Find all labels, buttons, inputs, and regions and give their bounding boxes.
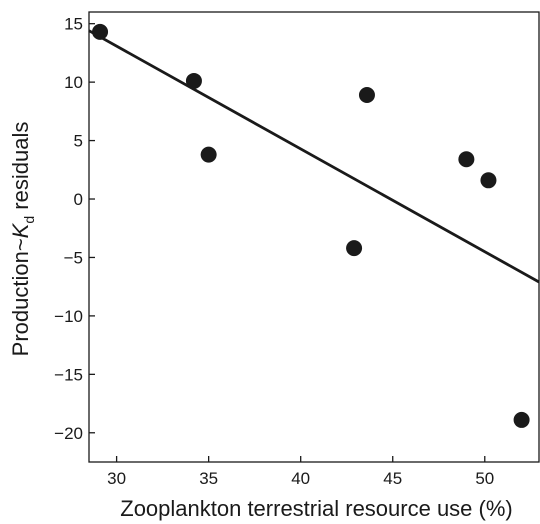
x-tick-label: 50 <box>475 469 494 488</box>
y-tick-label: 15 <box>64 15 83 34</box>
y-tick-label: −15 <box>54 365 83 384</box>
data-point <box>480 172 497 189</box>
data-point <box>513 411 530 428</box>
y-tick-label: −10 <box>54 307 83 326</box>
y-tick-label: 5 <box>74 132 83 151</box>
data-point <box>358 86 375 103</box>
y-tick-label: 10 <box>64 73 83 92</box>
x-tick-label: 40 <box>291 469 310 488</box>
x-axis-title: Zooplankton terrestrial resource use (%) <box>120 496 513 521</box>
data-point <box>185 72 202 89</box>
y-axis-title: Production~Kd residuals <box>8 122 37 357</box>
x-tick-label: 45 <box>383 469 402 488</box>
x-tick-label: 30 <box>107 469 126 488</box>
y-axis-title-prefix: Production~ <box>8 238 33 356</box>
x-axis: 30 35 40 45 50 <box>107 456 494 488</box>
y-axis: 15 10 5 0 −5 −10 −15 −20 <box>54 15 95 443</box>
plot-frame <box>88 11 540 463</box>
y-axis-title-suffix: residuals <box>8 122 33 216</box>
data-point <box>92 23 109 40</box>
data-point <box>200 146 217 163</box>
y-tick-label: −5 <box>64 248 83 267</box>
data-point <box>458 151 475 168</box>
y-tick-label: 0 <box>74 190 83 209</box>
y-axis-title-italic: K <box>8 222 33 238</box>
data-points <box>92 23 530 428</box>
x-tick-label: 35 <box>199 469 218 488</box>
data-point <box>346 240 363 257</box>
regression-line <box>88 29 540 284</box>
y-tick-label: −20 <box>54 424 83 443</box>
y-axis-title-subscript: d <box>21 216 37 224</box>
